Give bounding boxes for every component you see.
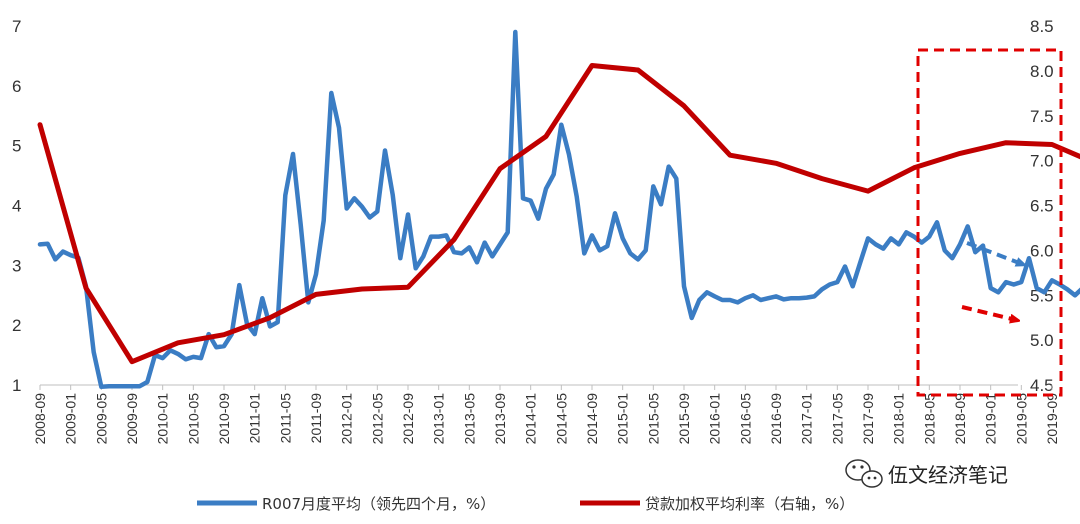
- watermark-text: 伍文经济笔记: [888, 463, 1008, 487]
- x-tick-label: 2018-01: [891, 393, 907, 445]
- annotation-layer: [916, 48, 1063, 397]
- y-right-tick-label: 4.5: [1030, 376, 1054, 395]
- x-tick-label: 2012-01: [339, 393, 355, 445]
- x-tick-label: 2009-01: [63, 393, 79, 445]
- watermark: 伍文经济笔记: [845, 459, 1008, 488]
- series-layer: [37, 29, 1080, 390]
- x-tick-label: 2011-05: [277, 393, 293, 444]
- x-tick-label: 2016-09: [768, 393, 784, 445]
- y-left-tick-label: 2: [12, 316, 21, 335]
- y-right-tick-label: 5.0: [1030, 331, 1054, 350]
- x-tick-label: 2019-05: [1013, 393, 1029, 445]
- x-tick-label: 2015-05: [645, 393, 661, 445]
- x-tick-label: 2019-01: [983, 393, 999, 445]
- axis-layer: 12345674.55.05.56.06.57.07.58.08.52008-0…: [12, 17, 1060, 444]
- y-left-tick-label: 6: [12, 77, 21, 96]
- y-left-tick-label: 4: [12, 197, 21, 216]
- x-tick-label: 2008-09: [32, 393, 48, 445]
- x-tick-label: 2013-09: [492, 393, 508, 445]
- series-line-r007: [37, 29, 1080, 390]
- x-tick-label: 2015-09: [676, 393, 692, 445]
- y-right-tick-label: 8.0: [1030, 62, 1054, 81]
- legend: R007月度平均（领先四个月，%） 贷款加权平均利率（右轴，%）: [197, 495, 854, 513]
- y-left-tick-label: 7: [12, 17, 21, 36]
- x-tick-label: 2010-09: [216, 393, 232, 445]
- x-tick-label: 2014-09: [584, 393, 600, 445]
- x-tick-label: 2019-09: [1044, 393, 1060, 445]
- x-tick-label: 2016-01: [707, 393, 723, 445]
- y-left-tick-label: 1: [12, 376, 21, 395]
- highlight-dashed-box: [916, 48, 1063, 397]
- x-tick-label: 2010-01: [155, 393, 171, 445]
- x-tick-label: 2016-05: [737, 393, 753, 445]
- x-tick-label: 2012-05: [369, 393, 385, 445]
- x-tick-label: 2014-01: [523, 393, 539, 445]
- x-tick-label: 2018-09: [952, 393, 968, 445]
- series-line-loan-rate: [37, 63, 1080, 365]
- x-tick-label: 2010-05: [185, 393, 201, 445]
- x-tick-label: 2011-09: [308, 393, 324, 444]
- y-right-tick-label: 7.0: [1030, 152, 1054, 171]
- trend-arrow-loan-rate: [961, 305, 1016, 320]
- legend-label-loan: 贷款加权平均利率（右轴，%）: [645, 495, 854, 513]
- x-tick-label: 2015-01: [615, 393, 631, 445]
- x-tick-label: 2013-01: [431, 393, 447, 445]
- y-right-tick-label: 6.5: [1030, 197, 1054, 216]
- y-right-tick-label: 7.5: [1030, 107, 1054, 126]
- x-tick-label: 2018-05: [921, 393, 937, 445]
- wechat-icon: [845, 459, 883, 488]
- x-tick-label: 2009-05: [93, 393, 109, 445]
- x-tick-label: 2012-09: [400, 393, 416, 445]
- y-left-tick-label: 3: [12, 256, 21, 275]
- x-tick-label: 2017-09: [860, 393, 876, 445]
- y-left-tick-label: 5: [12, 137, 21, 156]
- x-tick-label: 2014-05: [553, 393, 569, 445]
- x-tick-label: 2013-05: [461, 393, 477, 445]
- x-tick-label: 2017-05: [829, 393, 845, 445]
- y-right-tick-label: 6.0: [1030, 241, 1054, 260]
- x-tick-label: 2011-01: [247, 393, 263, 444]
- legend-label-r007: R007月度平均（领先四个月，%）: [262, 495, 495, 513]
- y-right-tick-label: 8.5: [1030, 17, 1054, 36]
- x-tick-label: 2009-09: [124, 393, 140, 445]
- x-tick-label: 2017-01: [799, 393, 815, 445]
- trend-arrow-r007: [966, 241, 1022, 264]
